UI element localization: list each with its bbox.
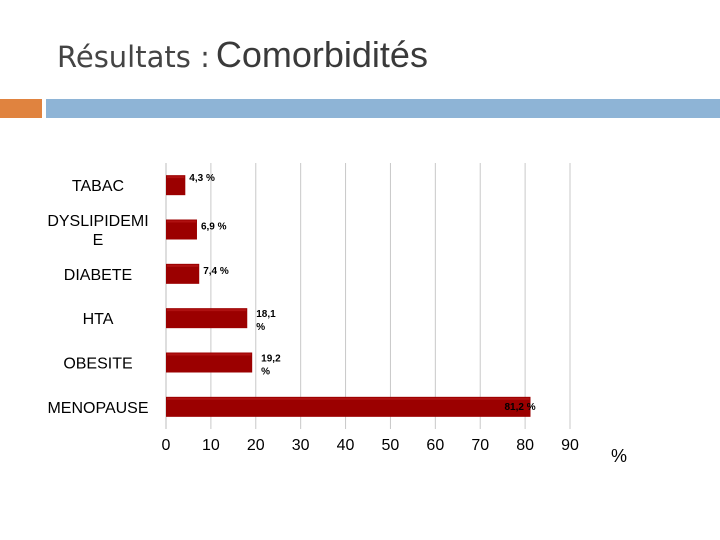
chart-labels: 0 10 20 30 40 50 60 70 80 90% TABAC 4,3 % DYSLIPIDEM… xyxy=(47,173,627,466)
x-unit-label: % xyxy=(611,446,627,466)
data-label: 4,3 % xyxy=(189,173,215,184)
chart-bars xyxy=(166,175,531,417)
bar-3 xyxy=(166,308,248,329)
bar-5 xyxy=(166,396,531,417)
data-label: % xyxy=(261,367,270,378)
data-label: 18,1 xyxy=(256,309,276,320)
bar-2 xyxy=(166,263,200,284)
bar-1 xyxy=(166,219,197,240)
bar-4 xyxy=(166,352,253,373)
x-tick-label: 30 xyxy=(292,437,310,454)
bar-highlight-1 xyxy=(167,220,196,223)
x-tick-label: 80 xyxy=(516,437,534,454)
slide-title-part1: Résultats : xyxy=(57,40,210,74)
category-label: DYSLIPIDEMI xyxy=(47,213,148,230)
accent-band-left xyxy=(0,99,42,118)
bar-0 xyxy=(166,175,186,196)
bar-highlight-4 xyxy=(167,353,252,356)
slide-title-part2: Comorbidités xyxy=(215,34,428,75)
x-tick-label: 20 xyxy=(247,437,265,454)
category-label: E xyxy=(93,232,104,249)
chart-grid xyxy=(165,163,571,429)
category-label: TABAC xyxy=(72,178,124,195)
bar-highlight-3 xyxy=(167,309,247,312)
category-label: HTA xyxy=(83,311,114,328)
data-label: 7,4 % xyxy=(203,266,229,277)
slide-title: Résultats : Comorbidités xyxy=(57,34,428,84)
x-tick-label: 50 xyxy=(382,437,400,454)
bar-highlight-2 xyxy=(167,264,199,267)
accent-band-right xyxy=(46,99,720,118)
bar-highlight-0 xyxy=(167,176,185,179)
data-label: 81,2 % xyxy=(504,402,535,413)
data-label: 6,9 % xyxy=(201,222,227,233)
x-tick-label: 90 xyxy=(561,437,579,454)
x-tick-label: 0 xyxy=(162,437,171,454)
x-tick-label: 10 xyxy=(202,437,220,454)
x-tick-label: 70 xyxy=(471,437,489,454)
bar-highlight-5 xyxy=(167,397,530,400)
x-tick-label: 60 xyxy=(426,437,444,454)
x-tick-label: 40 xyxy=(337,437,355,454)
data-label: % xyxy=(256,322,265,333)
category-label: MENOPAUSE xyxy=(47,400,148,417)
data-label: 19,2 xyxy=(261,354,281,365)
category-label: DIABETE xyxy=(64,267,132,284)
category-label: OBESITE xyxy=(63,356,132,373)
